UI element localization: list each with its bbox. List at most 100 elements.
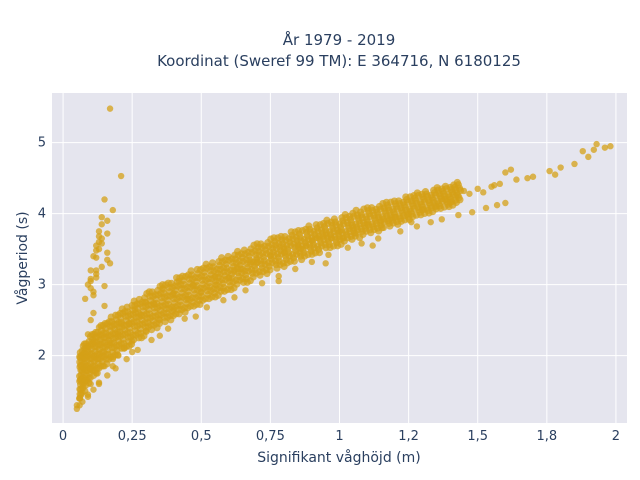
- scatter-point: [211, 281, 219, 288]
- scatter-point: [87, 316, 94, 324]
- scatter-point: [106, 260, 114, 267]
- scatter-point: [301, 252, 309, 260]
- scatter-point: [104, 249, 111, 256]
- scatter-point: [95, 323, 103, 331]
- scatter-point: [460, 187, 468, 195]
- scatter-point: [342, 214, 350, 222]
- scatter-point: [168, 284, 176, 292]
- scatter-point: [468, 209, 476, 216]
- scatter-point: [106, 105, 114, 112]
- scatter-point: [258, 279, 266, 287]
- scatter-point: [272, 244, 281, 253]
- scatter-point: [146, 314, 154, 322]
- scatter-point: [95, 228, 103, 235]
- scatter-point: [466, 190, 473, 197]
- scatter-point: [81, 377, 89, 384]
- scatter-point: [98, 240, 105, 247]
- scatter-point: [184, 304, 192, 312]
- scatter-point: [314, 234, 321, 241]
- scatter-point: [211, 293, 219, 301]
- scatter-point: [78, 366, 86, 374]
- scatter-point: [203, 304, 211, 311]
- scatter-point: [315, 249, 324, 257]
- scatter-point: [84, 391, 92, 398]
- scatter-point: [210, 267, 218, 275]
- scatter-point: [137, 311, 144, 318]
- scatter-point: [307, 229, 315, 237]
- scatter-point: [593, 140, 600, 148]
- chart-title-line1: År 1979 - 2019: [283, 30, 396, 49]
- y-tick-label: 3: [38, 278, 46, 293]
- scatter-point: [123, 355, 130, 363]
- scatter-point: [350, 212, 358, 220]
- scatter-point: [551, 171, 559, 178]
- scatter-point: [234, 251, 243, 259]
- data-points: [73, 105, 614, 413]
- scatter-point: [93, 355, 100, 363]
- scatter-point: [524, 174, 531, 182]
- scatter-point: [290, 257, 298, 265]
- scatter-point: [106, 339, 114, 347]
- y-axis-ticks: 2 3 4 5: [38, 136, 46, 364]
- scatter-point: [344, 244, 351, 251]
- scatter-point: [203, 264, 211, 272]
- scatter-point: [328, 235, 335, 242]
- scatter-point: [259, 267, 267, 276]
- scatter-point: [90, 309, 97, 317]
- scatter-point: [117, 172, 125, 180]
- scatter-point: [195, 274, 203, 282]
- scatter-point: [170, 289, 177, 297]
- scatter-point: [157, 311, 165, 319]
- scatter-point: [267, 253, 274, 260]
- scatter-point: [137, 334, 146, 342]
- scatter-point: [452, 192, 459, 200]
- scatter-point: [297, 237, 305, 245]
- scatter-point: [358, 240, 365, 247]
- scatter-point: [93, 254, 100, 261]
- scatter-point: [175, 277, 183, 285]
- scatter-point: [322, 260, 329, 267]
- scatter-point: [81, 354, 90, 362]
- scatter-point: [104, 230, 111, 237]
- scatter-point: [159, 302, 167, 310]
- x-tick-label: 1,2: [398, 429, 419, 444]
- scatter-point: [239, 257, 247, 265]
- scatter-point: [325, 251, 332, 259]
- scatter-point: [217, 270, 224, 278]
- scatter-point: [601, 144, 609, 151]
- scatter-point: [93, 242, 100, 249]
- scatter-point: [190, 302, 198, 310]
- scatter-point: [253, 256, 260, 263]
- scatter-point: [585, 153, 592, 161]
- scatter-point: [93, 267, 100, 274]
- scatter-point: [496, 180, 504, 188]
- y-axis-title: Vågperiod (s): [14, 211, 31, 304]
- scatter-point: [308, 237, 316, 244]
- scatter-point: [607, 143, 614, 150]
- scatter-point: [95, 233, 103, 240]
- scatter-point: [79, 384, 86, 391]
- scatter-point: [182, 272, 190, 281]
- scatter-point: [369, 242, 376, 249]
- scatter-point: [178, 305, 186, 314]
- scatter-point: [225, 256, 233, 264]
- x-axis-ticks: 0 0,25 0,5 0,75 1 1,2 1,5 1,8 2: [59, 429, 620, 444]
- scatter-point: [314, 227, 322, 235]
- scatter-point: [87, 275, 94, 283]
- scatter-point: [438, 216, 445, 223]
- scatter-point: [303, 242, 310, 249]
- scatter-point: [102, 334, 111, 342]
- scatter-point: [310, 244, 318, 252]
- scatter-point: [101, 282, 108, 290]
- scatter-point: [115, 352, 122, 359]
- scatter-point: [128, 338, 136, 345]
- scatter-point: [352, 230, 360, 237]
- scatter-point: [292, 265, 299, 273]
- scatter-point: [350, 224, 357, 232]
- scatter-point: [84, 331, 92, 338]
- scatter-point: [98, 221, 105, 228]
- scatter-point: [81, 295, 89, 303]
- scatter-point: [148, 336, 155, 344]
- scatter-point: [456, 196, 464, 204]
- scatter-point: [283, 259, 291, 267]
